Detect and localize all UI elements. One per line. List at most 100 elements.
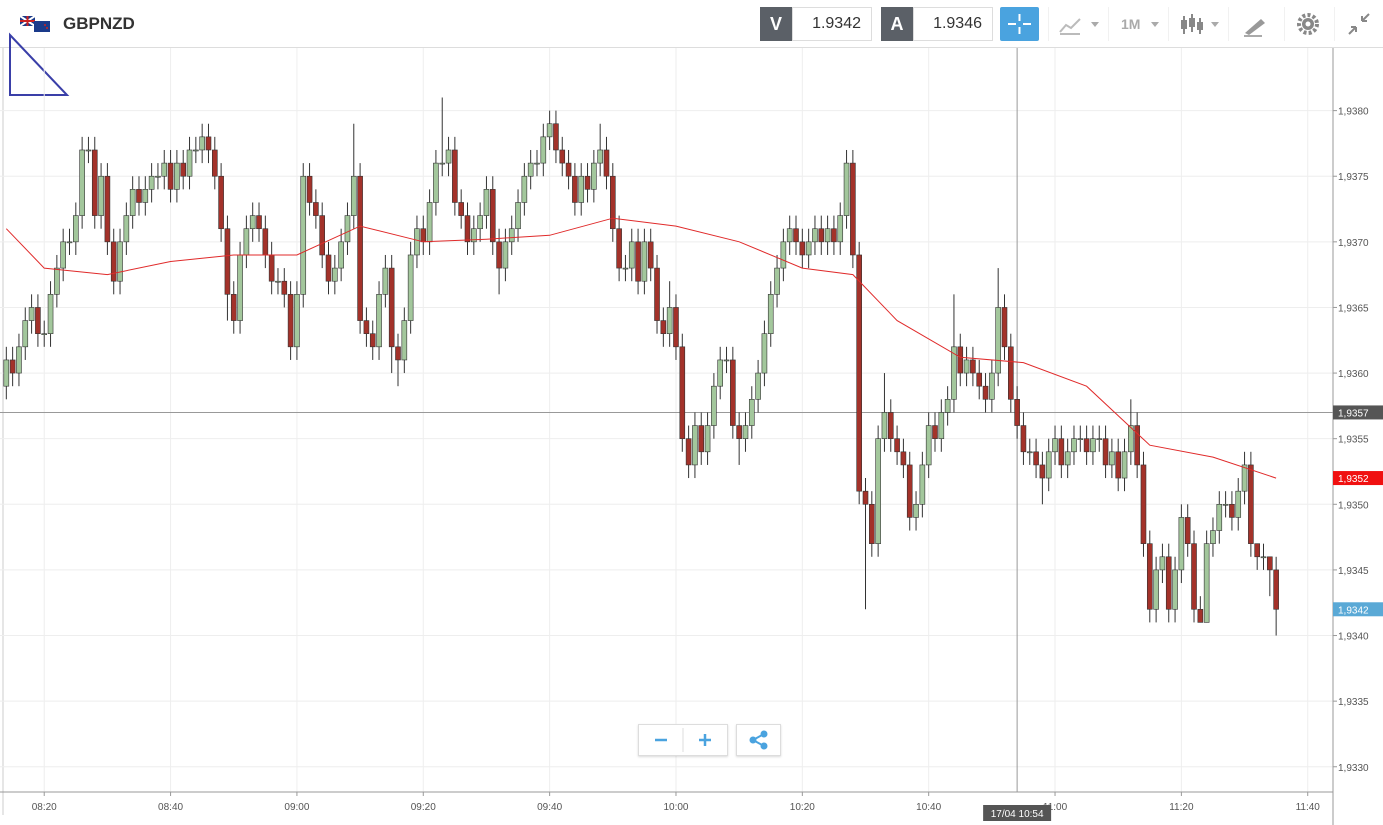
timeframe[interactable]: 1M: [1121, 16, 1141, 32]
candle-body: [1210, 530, 1216, 544]
candle-body: [786, 228, 793, 243]
x-tick-label: 10:20: [790, 802, 815, 813]
candle-body: [995, 307, 1001, 374]
candle-body: [60, 241, 66, 269]
candle-button[interactable]: [1168, 7, 1228, 41]
candle-body: [622, 267, 629, 270]
candle-body: [287, 294, 294, 348]
drawn-triangle[interactable]: [9, 32, 70, 96]
candle-body: [306, 175, 313, 203]
candle-body: [174, 162, 180, 190]
y-tick-label: 1,9345: [1338, 566, 1369, 577]
candle-body: [136, 189, 142, 203]
candle-body: [559, 149, 566, 164]
x-tick-label: 11:20: [1169, 802, 1194, 813]
candle-body: [1197, 608, 1204, 623]
candle-body: [357, 175, 363, 321]
y-tick-label: 1,9360: [1338, 369, 1369, 380]
x-tick-label: 09:20: [411, 802, 436, 813]
candle-body: [1102, 438, 1109, 466]
candle-body: [294, 294, 300, 348]
candle-body: [869, 503, 875, 544]
price-marker: [1333, 471, 1383, 486]
candle-body: [818, 228, 825, 243]
candle-body: [881, 412, 888, 439]
y-tick-label: 1,9380: [1338, 107, 1369, 118]
candle-body: [767, 294, 774, 335]
timeframe-button[interactable]: [1108, 7, 1168, 41]
draw-button[interactable]: [1228, 7, 1278, 41]
candle-body: [433, 162, 439, 203]
candle-body: [850, 162, 856, 256]
candle-body: [464, 215, 471, 243]
candle-body: [666, 307, 673, 335]
candle-body: [591, 162, 597, 190]
candle-body: [1077, 438, 1084, 440]
candle-body: [104, 175, 111, 243]
candle-body: [16, 346, 22, 374]
candle-body: [155, 175, 161, 178]
candle-body: [243, 228, 250, 256]
candle-body: [906, 464, 913, 518]
candle-body: [711, 385, 717, 426]
candle-body: [1153, 569, 1159, 610]
candle-body: [932, 425, 938, 439]
candle-body: [205, 136, 212, 151]
buy-price[interactable]: 1.9346: [913, 7, 993, 41]
candle-body: [837, 215, 844, 243]
candle-body: [41, 333, 48, 336]
candle-body: [730, 359, 736, 426]
candle-body: [894, 438, 900, 453]
x-tick-label: 08:40: [158, 802, 183, 813]
candle-body: [963, 359, 970, 374]
candle-body: [224, 228, 231, 295]
candle-body: [641, 241, 648, 282]
candle-body: [148, 175, 155, 190]
fullscreen-button[interactable]: [1334, 7, 1382, 41]
candle-body: [350, 175, 357, 216]
candle-body: [66, 241, 73, 244]
chart-type-button[interactable]: [1048, 7, 1108, 41]
candle-body: [477, 215, 483, 230]
candle-body: [167, 162, 174, 190]
candle-body: [546, 123, 553, 138]
candle-body: [723, 359, 730, 362]
candle-body: [875, 438, 881, 544]
zoom-icons: [655, 728, 711, 752]
candle-body: [628, 241, 635, 269]
candle-body: [458, 202, 464, 216]
zoom-in[interactable]: [699, 734, 711, 746]
candle-body: [616, 228, 622, 269]
candle-body: [1026, 451, 1033, 454]
y-tick-label: 1,9350: [1338, 500, 1369, 511]
candle-body: [742, 425, 749, 439]
candle-body: [142, 189, 149, 203]
candle-body: [414, 228, 420, 256]
candle-body: [1254, 543, 1260, 558]
candle-body: [161, 162, 168, 177]
candle-body: [22, 320, 29, 348]
buy-label[interactable]: A: [881, 7, 913, 41]
candle-body: [540, 136, 547, 164]
candle-body: [717, 359, 723, 387]
candle-body: [1222, 503, 1229, 506]
candle-body: [989, 372, 995, 400]
candle-body: [692, 425, 698, 466]
settings-button[interactable]: [1284, 7, 1332, 41]
candle-body: [951, 346, 957, 400]
candle-body: [47, 294, 54, 335]
sell-label[interactable]: V: [760, 7, 792, 41]
candle-body: [887, 412, 894, 439]
sell-price[interactable]: 1.9342: [792, 7, 872, 41]
candle-body: [1134, 425, 1140, 466]
candle-body: [401, 320, 408, 361]
candle-body: [1096, 438, 1103, 440]
candle-body: [774, 267, 780, 295]
x-tick-label: 11:00: [1043, 802, 1068, 813]
candle-body: [268, 254, 275, 282]
candle-body: [85, 149, 92, 152]
candle-body: [1216, 503, 1223, 531]
share-button[interactable]: [736, 724, 781, 756]
candle-body: [338, 241, 344, 269]
crosshair-button[interactable]: [1000, 7, 1039, 41]
